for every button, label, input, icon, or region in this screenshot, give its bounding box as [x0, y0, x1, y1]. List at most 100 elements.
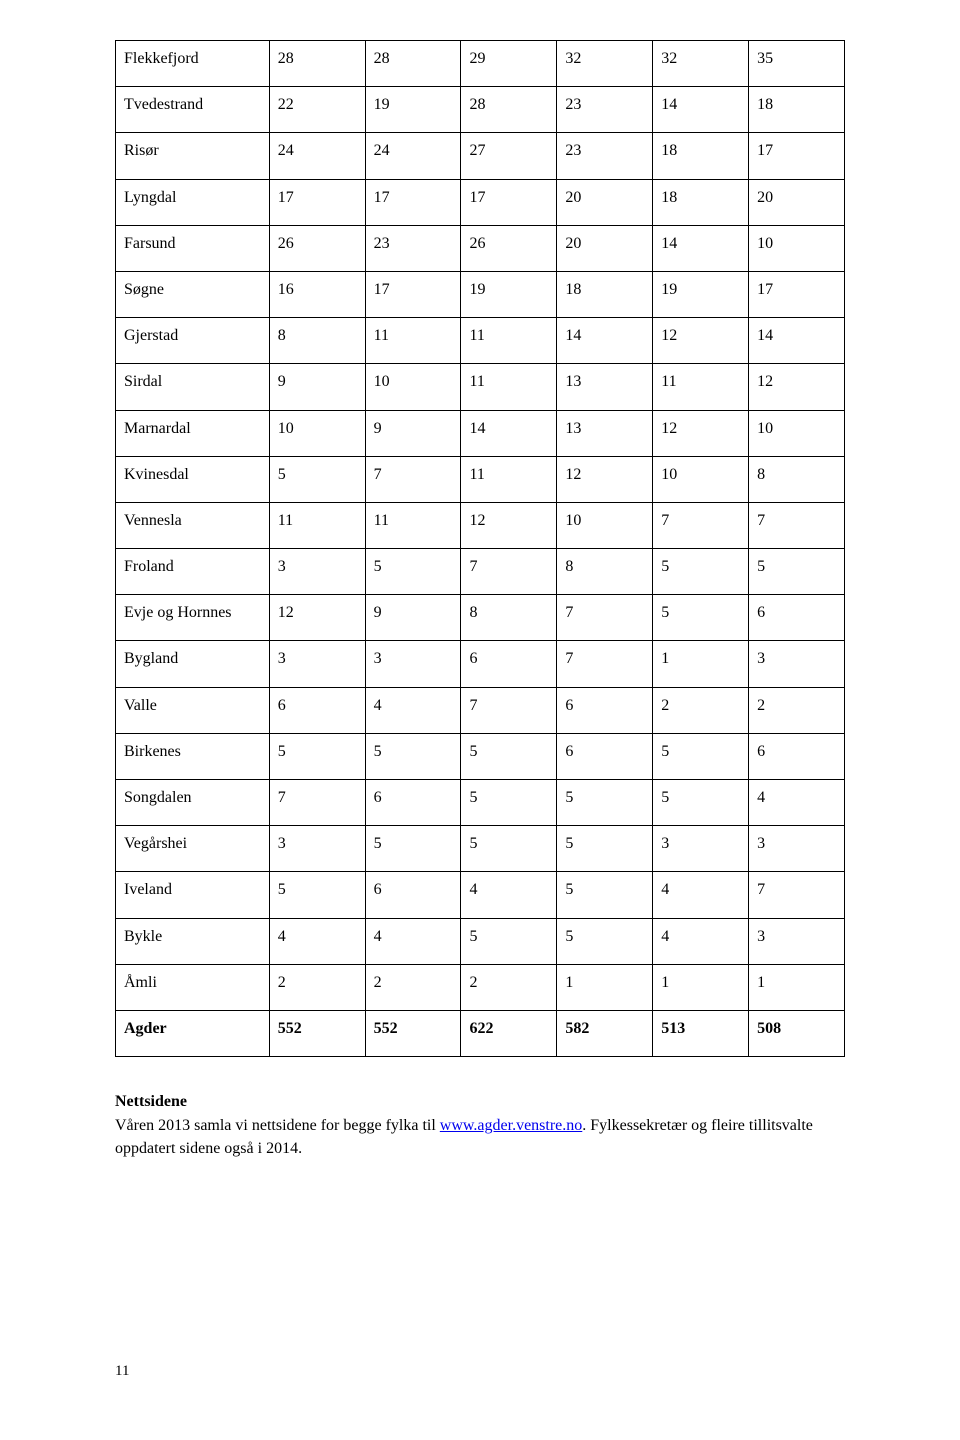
row-value-cell: 18	[557, 271, 653, 317]
table-row: Marnardal10914131210	[116, 410, 845, 456]
row-label-cell: Gjerstad	[116, 318, 270, 364]
row-value-cell: 7	[461, 549, 557, 595]
row-value-cell: 2	[461, 964, 557, 1010]
row-label-cell: Vegårshei	[116, 826, 270, 872]
row-value-cell: 28	[269, 41, 365, 87]
row-value-cell: 35	[749, 41, 845, 87]
table-row: Bygland336713	[116, 641, 845, 687]
row-value-cell: 6	[269, 687, 365, 733]
row-label-cell: Valle	[116, 687, 270, 733]
row-value-cell: 24	[269, 133, 365, 179]
row-value-cell: 19	[461, 271, 557, 317]
table-row: Iveland564547	[116, 872, 845, 918]
row-value-cell: 3	[749, 826, 845, 872]
row-value-cell: 5	[557, 780, 653, 826]
row-label-cell: Søgne	[116, 271, 270, 317]
row-label-cell: Risør	[116, 133, 270, 179]
row-value-cell: 17	[365, 271, 461, 317]
row-value-cell: 3	[653, 826, 749, 872]
row-value-cell: 5	[653, 549, 749, 595]
row-value-cell: 4	[653, 872, 749, 918]
row-value-cell: 6	[557, 733, 653, 779]
row-label-cell: Sirdal	[116, 364, 270, 410]
row-value-cell: 20	[557, 225, 653, 271]
table-row: Valle647622	[116, 687, 845, 733]
row-label-cell: Songdalen	[116, 780, 270, 826]
total-value-cell: 508	[749, 1010, 845, 1056]
row-label-cell: Vennesla	[116, 502, 270, 548]
row-value-cell: 11	[365, 318, 461, 364]
row-value-cell: 9	[365, 410, 461, 456]
row-value-cell: 5	[557, 872, 653, 918]
table-row: Vennesla1111121077	[116, 502, 845, 548]
row-value-cell: 7	[269, 780, 365, 826]
row-value-cell: 3	[365, 641, 461, 687]
row-value-cell: 2	[365, 964, 461, 1010]
table-row: Gjerstad81111141214	[116, 318, 845, 364]
table-total-row: Agder552552622582513508	[116, 1010, 845, 1056]
row-value-cell: 16	[269, 271, 365, 317]
row-value-cell: 2	[269, 964, 365, 1010]
row-value-cell: 19	[653, 271, 749, 317]
row-value-cell: 11	[365, 502, 461, 548]
table-row: Lyngdal171717201820	[116, 179, 845, 225]
row-label-cell: Marnardal	[116, 410, 270, 456]
row-value-cell: 14	[653, 87, 749, 133]
row-value-cell: 17	[461, 179, 557, 225]
row-value-cell: 3	[269, 641, 365, 687]
table-row: Froland357855	[116, 549, 845, 595]
table-row: Sirdal91011131112	[116, 364, 845, 410]
row-value-cell: 5	[269, 456, 365, 502]
row-value-cell: 17	[749, 271, 845, 317]
row-value-cell: 23	[557, 133, 653, 179]
row-value-cell: 3	[749, 641, 845, 687]
row-value-cell: 5	[749, 549, 845, 595]
table-row: Vegårshei355533	[116, 826, 845, 872]
row-value-cell: 4	[461, 872, 557, 918]
row-value-cell: 20	[749, 179, 845, 225]
row-label-cell: Åmli	[116, 964, 270, 1010]
total-value-cell: 552	[269, 1010, 365, 1056]
row-value-cell: 10	[749, 225, 845, 271]
row-value-cell: 5	[461, 826, 557, 872]
row-value-cell: 17	[749, 133, 845, 179]
row-label-cell: Bygland	[116, 641, 270, 687]
row-label-cell: Kvinesdal	[116, 456, 270, 502]
row-value-cell: 3	[749, 918, 845, 964]
row-label-cell: Birkenes	[116, 733, 270, 779]
row-value-cell: 10	[365, 364, 461, 410]
row-value-cell: 24	[365, 133, 461, 179]
row-value-cell: 5	[557, 826, 653, 872]
table-row: Tvedestrand221928231418	[116, 87, 845, 133]
row-value-cell: 12	[653, 318, 749, 364]
row-value-cell: 26	[269, 225, 365, 271]
table-row: Søgne161719181917	[116, 271, 845, 317]
row-value-cell: 3	[269, 826, 365, 872]
row-value-cell: 7	[749, 872, 845, 918]
row-value-cell: 7	[749, 502, 845, 548]
total-value-cell: 622	[461, 1010, 557, 1056]
row-label-cell: Farsund	[116, 225, 270, 271]
row-value-cell: 7	[557, 641, 653, 687]
row-value-cell: 27	[461, 133, 557, 179]
row-value-cell: 3	[269, 549, 365, 595]
row-value-cell: 14	[749, 318, 845, 364]
table-row: Åmli222111	[116, 964, 845, 1010]
row-value-cell: 5	[461, 780, 557, 826]
row-value-cell: 1	[749, 964, 845, 1010]
table-row: Birkenes555656	[116, 733, 845, 779]
row-value-cell: 6	[365, 780, 461, 826]
row-value-cell: 5	[653, 780, 749, 826]
website-link[interactable]: www.agder.venstre.no	[440, 1117, 582, 1134]
row-value-cell: 5	[365, 826, 461, 872]
row-value-cell: 10	[653, 456, 749, 502]
row-value-cell: 6	[557, 687, 653, 733]
table-row: Risør242427231817	[116, 133, 845, 179]
row-value-cell: 14	[557, 318, 653, 364]
table-row: Flekkefjord282829323235	[116, 41, 845, 87]
row-value-cell: 6	[749, 595, 845, 641]
page-number: 11	[115, 1363, 129, 1380]
row-value-cell: 11	[653, 364, 749, 410]
row-value-cell: 6	[365, 872, 461, 918]
total-label-cell: Agder	[116, 1010, 270, 1056]
